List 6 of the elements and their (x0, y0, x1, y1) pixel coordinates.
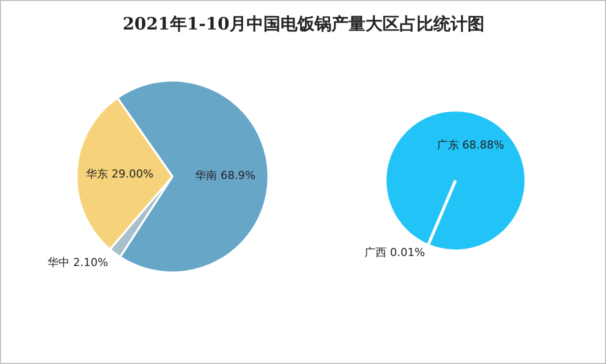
slice-label: 广东 68.88% (436, 138, 504, 152)
slice-label: 华东 29.00% (86, 167, 154, 180)
slice-label: 华中 2.10% (48, 256, 108, 270)
text: 2021年1-10月中国电饭锅产量大区占比统计图 (122, 14, 484, 34)
slice-label: 广西 0.01% (364, 246, 425, 260)
slice-label: 华南 68.9% (195, 169, 256, 182)
